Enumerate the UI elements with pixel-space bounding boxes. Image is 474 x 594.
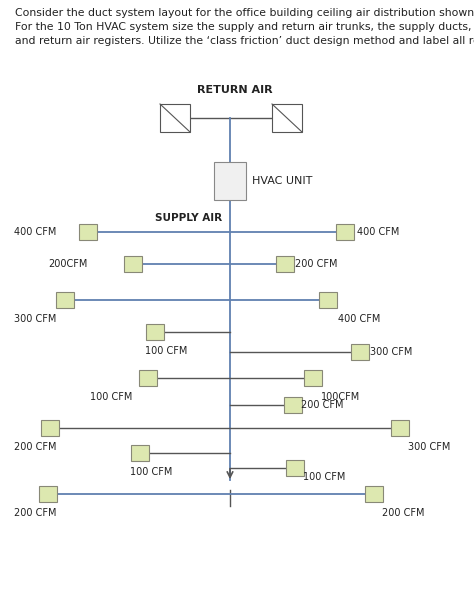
Bar bbox=[286, 460, 304, 476]
Text: 100 CFM: 100 CFM bbox=[130, 467, 173, 477]
Bar bbox=[319, 292, 337, 308]
Text: HVAC UNIT: HVAC UNIT bbox=[252, 176, 312, 186]
Bar bbox=[146, 324, 164, 340]
Text: 200 CFM: 200 CFM bbox=[382, 508, 425, 518]
Bar bbox=[272, 104, 302, 132]
Text: 100CFM: 100CFM bbox=[321, 392, 360, 402]
Text: 100 CFM: 100 CFM bbox=[145, 346, 187, 356]
Bar bbox=[304, 370, 322, 386]
Text: 400 CFM: 400 CFM bbox=[357, 227, 400, 237]
Text: 100 CFM: 100 CFM bbox=[303, 472, 346, 482]
Text: 200CFM: 200CFM bbox=[48, 259, 87, 269]
Text: 200 CFM: 200 CFM bbox=[14, 508, 56, 518]
Bar bbox=[39, 486, 57, 502]
Bar bbox=[160, 104, 190, 132]
Bar bbox=[391, 420, 409, 436]
Bar bbox=[351, 344, 369, 360]
Text: RETURN AIR: RETURN AIR bbox=[197, 85, 273, 95]
Bar bbox=[284, 397, 302, 413]
Bar bbox=[365, 486, 383, 502]
Bar bbox=[79, 224, 97, 240]
Text: SUPPLY AIR: SUPPLY AIR bbox=[155, 213, 222, 223]
Text: 300 CFM: 300 CFM bbox=[408, 442, 450, 452]
Text: 100 CFM: 100 CFM bbox=[90, 392, 132, 402]
Bar bbox=[56, 292, 74, 308]
Text: 400 CFM: 400 CFM bbox=[14, 227, 56, 237]
Text: and return air registers. Utilize the ‘class friction’ duct design method and la: and return air registers. Utilize the ‘c… bbox=[15, 36, 474, 46]
Text: 200 CFM: 200 CFM bbox=[295, 259, 337, 269]
Text: 300 CFM: 300 CFM bbox=[14, 314, 56, 324]
Text: 400 CFM: 400 CFM bbox=[338, 314, 380, 324]
Bar bbox=[139, 370, 157, 386]
Text: 200 CFM: 200 CFM bbox=[301, 400, 344, 410]
Bar bbox=[336, 224, 354, 240]
Text: 200 CFM: 200 CFM bbox=[14, 442, 56, 452]
Bar bbox=[131, 445, 149, 461]
Text: 300 CFM: 300 CFM bbox=[370, 347, 412, 357]
Bar bbox=[41, 420, 59, 436]
Bar bbox=[214, 162, 246, 200]
Bar bbox=[276, 256, 294, 272]
Text: For the 10 Ton HVAC system size the supply and return air trunks, the supply duc: For the 10 Ton HVAC system size the supp… bbox=[15, 22, 474, 32]
Text: Consider the duct system layout for the office building ceiling air distribution: Consider the duct system layout for the … bbox=[15, 8, 474, 18]
Bar bbox=[124, 256, 142, 272]
